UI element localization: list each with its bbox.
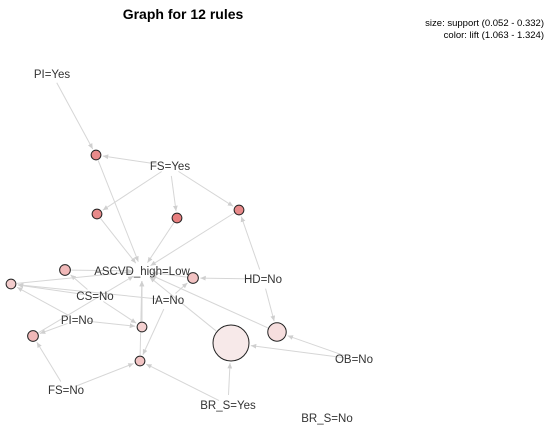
legend-color: color: lift (1.063 - 1.324) — [443, 30, 544, 41]
legend: size: support (0.052 - 0.332) color: lif… — [425, 18, 544, 42]
edge-PI_No-r12 — [86, 320, 136, 329]
edge-FS_Yes-r2 — [102, 171, 162, 211]
item-label-IA_No: IA=No — [152, 295, 184, 307]
edge-CS_No-r12 — [103, 301, 137, 324]
edge-r10-ASCVD — [16, 270, 133, 284]
item-label-BR_S_Yes: BR_S=Yes — [200, 400, 256, 412]
edge-r7-ASCVD — [38, 275, 134, 334]
item-label-BR_S_No: BR_S=No — [301, 413, 352, 425]
edge-OB_No-r8 — [250, 343, 345, 359]
rule-node-r5[interactable] — [59, 264, 71, 276]
rule-node-r2[interactable] — [91, 208, 103, 220]
edge-PI_Yes-r1 — [56, 82, 94, 150]
rule-node-r8[interactable] — [212, 324, 250, 362]
edge-BR_S_Yes-r11 — [145, 363, 220, 401]
edges — [16, 82, 345, 401]
edge-r1-ASCVD — [97, 160, 139, 262]
rule-node-r6[interactable] — [187, 272, 199, 284]
rule-node-r4[interactable] — [233, 204, 245, 216]
rule-node-r12[interactable] — [136, 321, 148, 333]
edge-HD_No-r4 — [240, 216, 261, 270]
item-label-PI_Yes: PI=Yes — [34, 69, 71, 81]
legend-size: size: support (0.052 - 0.332) — [425, 18, 544, 29]
rule-node-r3[interactable] — [171, 212, 183, 224]
item-label-CS_No: CS=No — [76, 291, 113, 303]
edge-CS_No-r5 — [70, 274, 88, 290]
edge-r2-ASCVD — [100, 218, 137, 264]
edge-FS_Yes-r3 — [170, 175, 178, 212]
edge-BR_S_Yes-r8 — [227, 362, 233, 396]
edge-r5-ASCVD — [71, 268, 133, 274]
edge-PI_No-r10 — [16, 286, 69, 316]
edge-PI_No-r7 — [39, 322, 68, 334]
item-label-OB_No: OB=No — [335, 354, 373, 366]
edge-FS_Yes-r1 — [102, 154, 161, 166]
item-label-FS_Yes: FS=Yes — [150, 161, 190, 173]
rule-node-r11[interactable] — [134, 355, 146, 367]
item-label-ASCVD: ASCVD_high=Low — [94, 266, 190, 278]
edge-r3-ASCVD — [147, 222, 175, 263]
rule-node-r10[interactable] — [5, 278, 17, 290]
rule-nodes — [5, 149, 287, 367]
edge-HD_No-r6 — [200, 275, 254, 281]
edge-IA_No-r6 — [175, 282, 188, 294]
edge-FS_No-r7 — [36, 342, 62, 382]
edge-CS_No-r10 — [17, 283, 86, 296]
rule-node-r1[interactable] — [90, 149, 102, 161]
edge-r4-ASCVD — [150, 212, 235, 267]
edge-r9-ASCVD — [150, 274, 268, 329]
edge-r6-ASCVD — [151, 270, 187, 278]
item-label-FS_No: FS=No — [48, 385, 84, 397]
edge-HD_No-r9 — [265, 288, 276, 322]
item-label-PI_No: PI=No — [61, 315, 93, 327]
edge-r8-ASCVD — [149, 276, 217, 332]
rule-node-r9[interactable] — [267, 322, 287, 342]
item-labels: PI=Yes FS=Yes ASCVD_high=Low HD=No CS=No IA=N… — [34, 69, 373, 425]
edge-OB_No-r9 — [287, 335, 345, 357]
graph-title: Graph for 12 rules — [122, 6, 244, 22]
edge-IA_No-r11 — [142, 308, 165, 355]
edge-IA_No-r10 — [17, 282, 159, 300]
edge-FS_No-r11 — [75, 363, 134, 387]
rule-node-r7[interactable] — [27, 330, 39, 342]
edge-FS_Yes-r4 — [178, 170, 234, 207]
item-label-HD_No: HD=No — [244, 274, 282, 286]
